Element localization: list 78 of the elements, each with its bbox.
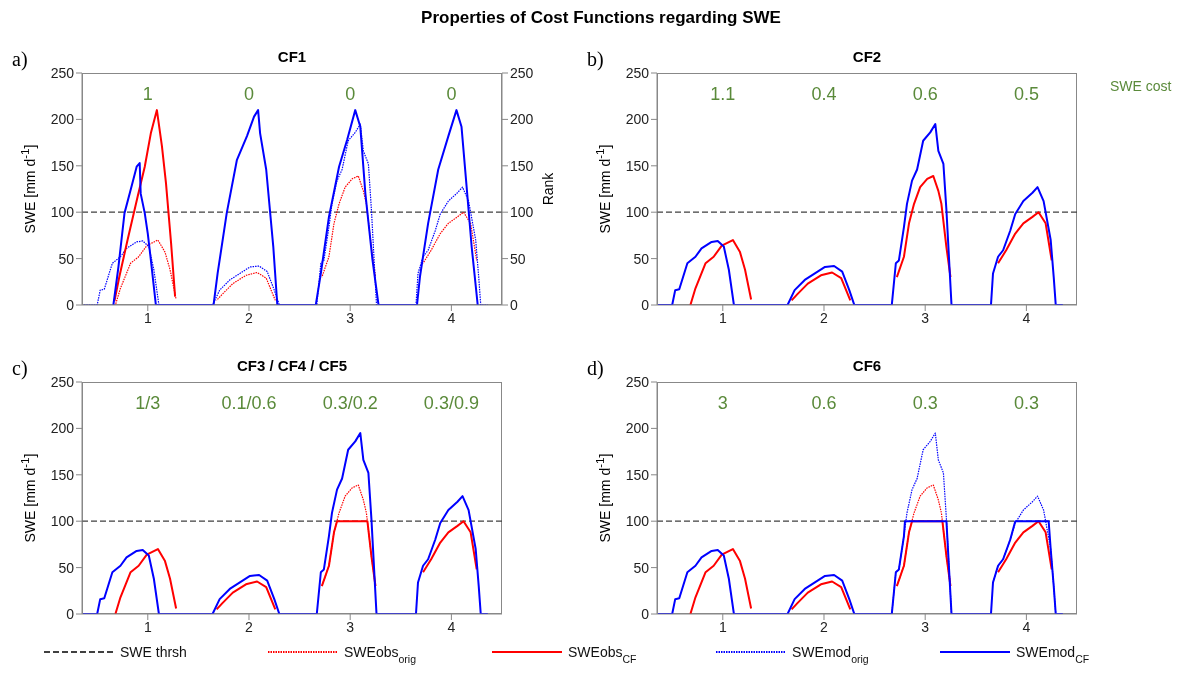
legend-label: SWEmod$_{orig}$ [792, 644, 869, 665]
y-tick-label: 250 [625, 373, 650, 390]
y2-axis-title: Rank [540, 172, 556, 206]
x-tick-label: 4 [447, 618, 456, 635]
y-tick-label: 50 [58, 559, 75, 576]
y-tick-label: 150 [625, 157, 650, 174]
y-tick-label: 50 [58, 250, 75, 267]
x-tick-label: 2 [820, 618, 829, 635]
text: c) [12, 357, 28, 380]
y-tick-label: 150 [625, 466, 650, 483]
annotation: 0.1/0.6 [221, 393, 277, 414]
y-tick-label: 200 [625, 111, 650, 128]
x-tick-label: 1 [143, 309, 152, 326]
y-tick-label: 200 [50, 420, 75, 437]
y2-tick-label: 0 [510, 296, 518, 313]
x-tick-label: 1 [718, 618, 727, 635]
annotation: 0.3/0.2 [322, 393, 378, 414]
y-tick-label: 150 [50, 466, 75, 483]
annotation: 0.3/0.9 [423, 393, 479, 414]
x-tick-label: 3 [921, 618, 930, 635]
chart-title: CF6 [851, 357, 883, 374]
x-tick-label: 3 [346, 618, 355, 635]
y2-tick-label: 150 [510, 157, 534, 174]
y-tick-label: 100 [625, 204, 650, 221]
chart-title: CF1 [276, 48, 308, 65]
text: d) [587, 357, 604, 380]
legend-label: SWEobs$_{orig}$ [344, 644, 417, 665]
annotation: 0 [446, 84, 457, 105]
annotation: 0 [345, 84, 356, 105]
y-tick-label: 250 [625, 64, 650, 81]
annotation: 0.6 [811, 393, 837, 414]
x-tick-label: 4 [1022, 618, 1031, 635]
chart-title: CF2 [851, 48, 883, 65]
annotation: 0.4 [811, 84, 837, 105]
y-tick-label: 250 [50, 64, 75, 81]
annotation: 0.3 [912, 393, 938, 414]
annotation: 1 [142, 84, 153, 105]
y-tick-label: 0 [641, 296, 650, 313]
y-tick-label: 0 [66, 296, 75, 313]
y-tick-label: 100 [50, 513, 75, 530]
y-tick-label: 100 [625, 513, 650, 530]
x-tick-label: 4 [447, 309, 456, 326]
y2-tick-label: 50 [510, 250, 526, 267]
x-tick-label: 2 [245, 309, 254, 326]
annotation: 0.6 [912, 84, 938, 105]
annotation: 3 [717, 393, 728, 414]
annotation: 1/3 [135, 393, 161, 414]
y2-tick-label: 200 [510, 111, 534, 128]
y-tick-label: 0 [66, 605, 75, 622]
annotation: 0.3 [1013, 393, 1039, 414]
y-tick-label: 250 [50, 373, 75, 390]
x-tick-label: 1 [718, 309, 727, 326]
annotation: 1.1 [710, 84, 736, 105]
text: Properties of Cost Functions regarding SWE [420, 8, 782, 28]
text: b) [587, 48, 604, 71]
y-tick-label: 150 [50, 157, 75, 174]
y-tick-label: 50 [633, 250, 650, 267]
x-tick-label: 3 [346, 309, 355, 326]
y-tick-label: 50 [633, 559, 650, 576]
legend-label: SWEobs$_{CF}$ [568, 644, 637, 665]
y2-tick-label: 250 [510, 64, 534, 81]
x-tick-label: 2 [245, 618, 254, 635]
x-tick-label: 4 [1022, 309, 1031, 326]
x-tick-label: 2 [820, 309, 829, 326]
legend-label: SWEmod$_{CF}$ [1016, 644, 1090, 665]
annotation: 0 [243, 84, 254, 105]
y-tick-label: 100 [50, 204, 75, 221]
annotation: 0.5 [1013, 84, 1039, 105]
y-tick-label: 0 [641, 605, 650, 622]
chart-title: CF3 / CF4 / CF5 [236, 357, 348, 374]
text: a) [12, 48, 28, 71]
x-tick-label: 3 [921, 309, 930, 326]
x-tick-label: 1 [143, 618, 152, 635]
legend-label: SWE thrsh [120, 644, 187, 660]
y-tick-label: 200 [625, 420, 650, 437]
text: SWE cost [1110, 78, 1172, 94]
y-tick-label: 200 [50, 111, 75, 128]
y2-tick-label: 100 [510, 204, 534, 221]
